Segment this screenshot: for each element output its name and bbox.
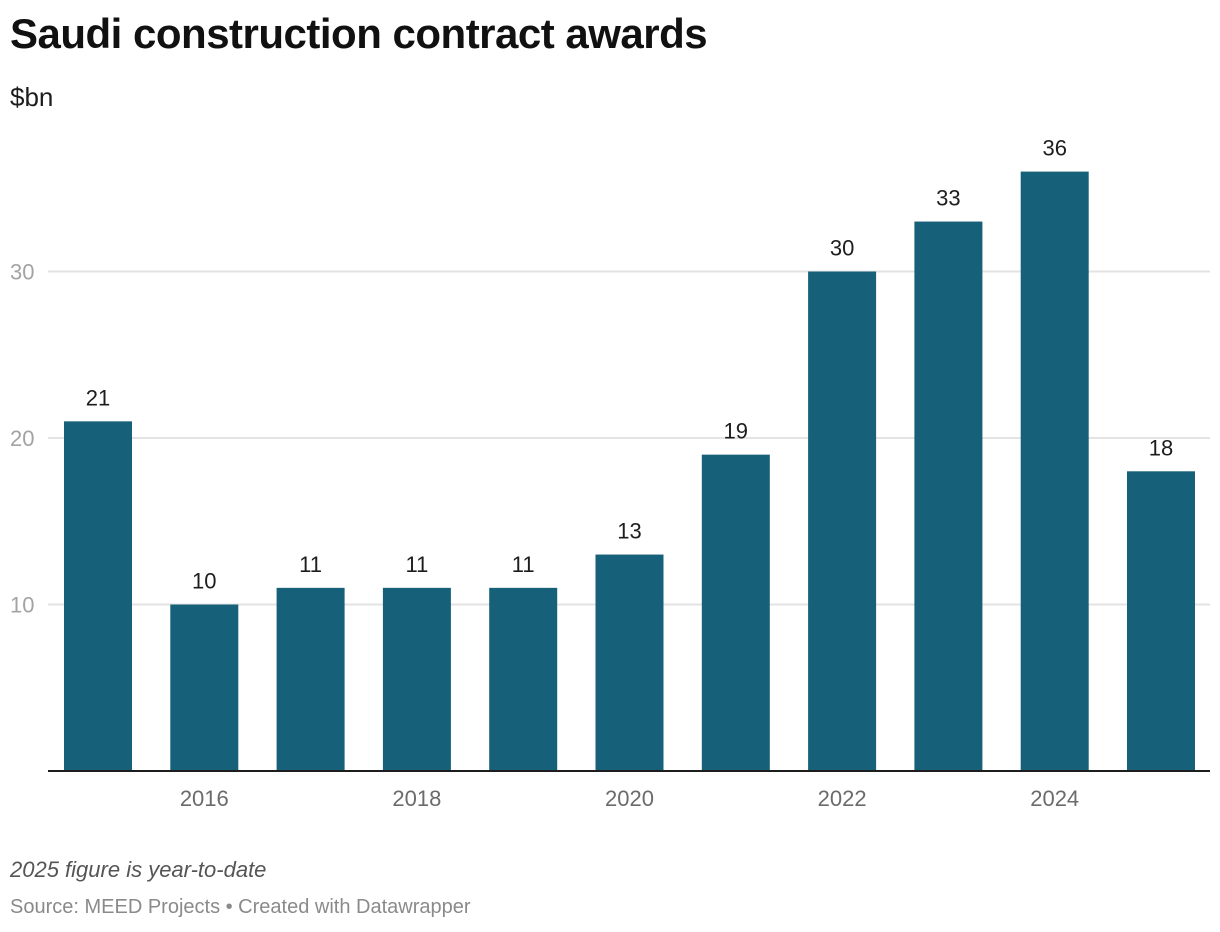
data-label-2024: 36: [1042, 136, 1066, 161]
data-label-2022: 30: [830, 236, 854, 261]
y-tick-label-30: 30: [10, 260, 34, 285]
x-tick-label-2024: 2024: [1030, 786, 1079, 811]
x-tick-label-2018: 2018: [392, 786, 441, 811]
y-tick-label-20: 20: [10, 426, 34, 451]
bar-2015: [64, 421, 132, 771]
bar-2017: [276, 587, 345, 771]
y-tick-label-10: 10: [10, 593, 34, 618]
x-axis-ticks: 2016 2018 2020 2022 2024: [180, 786, 1079, 811]
data-label-2020: 13: [617, 519, 641, 544]
source-line: Source: MEED Projects • Created with Dat…: [10, 896, 471, 918]
footnote: 2025 figure is year-to-date: [10, 857, 267, 882]
x-tick-label-2020: 2020: [605, 786, 654, 811]
data-label-2015: 21: [86, 385, 110, 410]
data-label-2025: 18: [1149, 435, 1173, 460]
bar-2016: [170, 604, 239, 771]
data-label-2021: 19: [724, 419, 748, 444]
data-label-2023: 33: [936, 186, 960, 211]
x-tick-label-2016: 2016: [180, 786, 229, 811]
x-tick-label-2022: 2022: [818, 786, 867, 811]
bar-2020: [595, 554, 664, 771]
data-labels: 21 10 11 11 11 13 19 30 33 36 18: [86, 136, 1173, 594]
data-label-2019: 11: [512, 552, 535, 577]
unit-label: $bn: [10, 82, 54, 112]
bar-2021: [701, 454, 770, 771]
bar-2025: [1127, 471, 1195, 771]
chart-title: Saudi construction contract awards: [10, 10, 708, 57]
bar-2022: [808, 271, 877, 771]
bar-2018: [382, 587, 451, 771]
bar-2024: [1020, 171, 1089, 772]
bars: [64, 171, 1195, 772]
bar-2023: [914, 221, 983, 772]
data-label-2017: 11: [299, 552, 322, 577]
bar-2019: [489, 587, 558, 771]
data-label-2018: 11: [405, 552, 428, 577]
y-axis-ticks: 10 20 30: [10, 260, 34, 618]
data-label-2016: 10: [192, 569, 216, 594]
